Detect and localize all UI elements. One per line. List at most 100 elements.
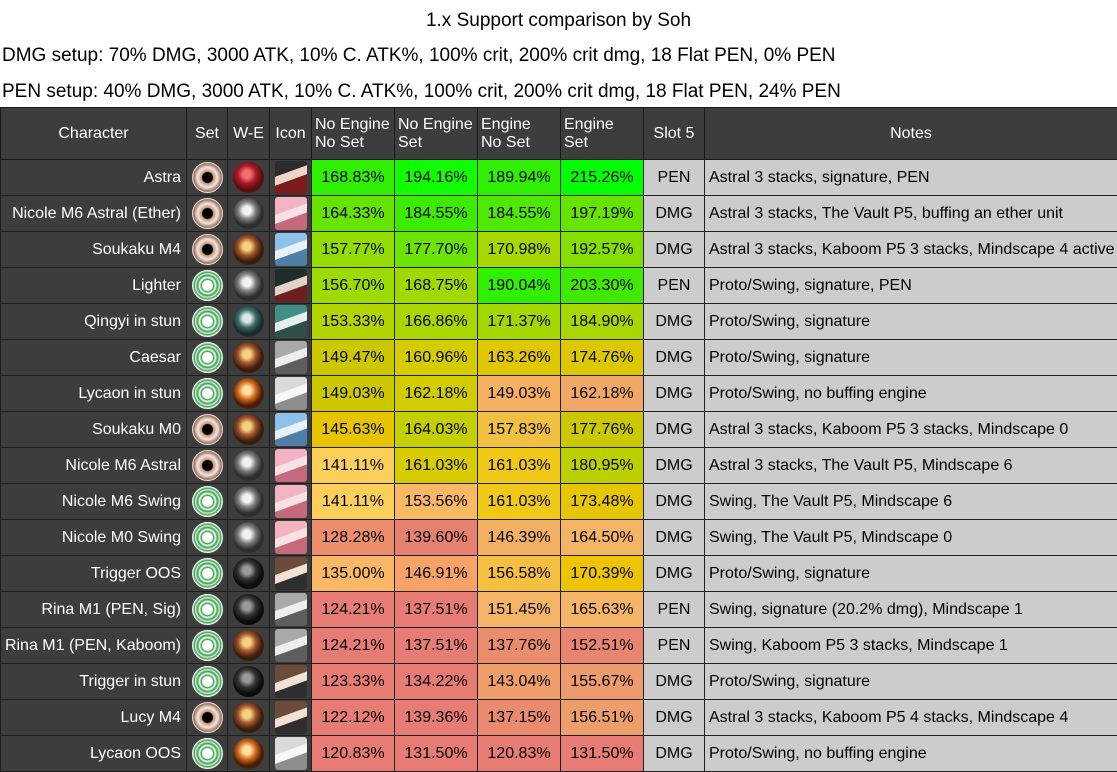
notes-value: Astral 3 stacks, Kaboom P5 3 stacks, Min… xyxy=(705,232,1117,268)
portrait-cell xyxy=(270,484,312,520)
engine-set-value: 180.95% xyxy=(561,448,644,484)
orange-w-engine-icon xyxy=(233,738,264,769)
notes-value: Swing, signature (20.2% dmg), Mindscape … xyxy=(705,592,1117,628)
set-cell xyxy=(187,484,228,520)
character-name: Trigger OOS xyxy=(1,556,187,592)
proto-set-icon xyxy=(192,342,223,373)
proto-set-icon xyxy=(192,270,223,301)
engine-no-set-value: 156.58% xyxy=(478,556,561,592)
engine-no-set-value: 120.83% xyxy=(478,736,561,772)
no-engine-no-set-value: 141.11% xyxy=(312,448,395,484)
character-name: Nicole M6 Astral (Ether) xyxy=(1,196,187,232)
set-cell xyxy=(187,376,228,412)
notes-value: Astral 3 stacks, The Vault P5, Mindscape… xyxy=(705,448,1117,484)
engine-no-set-value: 184.55% xyxy=(478,196,561,232)
engine-set-value: 155.67% xyxy=(561,664,644,700)
slot5-value: DMG xyxy=(644,340,705,376)
no-engine-no-set-value: 149.47% xyxy=(312,340,395,376)
orange-w-engine-icon xyxy=(233,378,264,409)
dark-w-engine-icon xyxy=(233,558,264,589)
portrait-cell xyxy=(270,232,312,268)
engine-set-value: 184.90% xyxy=(561,304,644,340)
w-engine-cell xyxy=(228,412,270,448)
portrait-cell xyxy=(270,268,312,304)
notes-value: Astral 3 stacks, Kaboom P5 3 stacks, Min… xyxy=(705,412,1117,448)
proto-set-icon xyxy=(192,630,223,661)
no-engine-set-value: 168.75% xyxy=(395,268,478,304)
no-engine-set-value: 194.16% xyxy=(395,160,478,196)
no-engine-set-value: 184.55% xyxy=(395,196,478,232)
astral-set-icon xyxy=(192,414,223,445)
col-header-set[interactable]: Set xyxy=(187,108,228,160)
character-name: Soukaku M0 xyxy=(1,412,187,448)
w-engine-cell xyxy=(228,160,270,196)
set-cell xyxy=(187,340,228,376)
set-cell xyxy=(187,664,228,700)
col-header-slot5[interactable]: Slot 5 xyxy=(644,108,705,160)
col-header-character[interactable]: Character xyxy=(1,108,187,160)
rina-portrait-icon xyxy=(275,629,307,662)
engine-no-set-value: 161.03% xyxy=(478,484,561,520)
no-engine-no-set-value: 164.33% xyxy=(312,196,395,232)
character-name: Lycaon OOS xyxy=(1,736,187,772)
set-cell xyxy=(187,628,228,664)
table-row: Rina M1 (PEN, Sig)124.21%137.51%151.45%1… xyxy=(1,592,1117,628)
set-cell xyxy=(187,448,228,484)
w-engine-cell xyxy=(228,700,270,736)
w-engine-cell xyxy=(228,628,270,664)
no-engine-no-set-value: 123.33% xyxy=(312,664,395,700)
engine-set-value: 164.50% xyxy=(561,520,644,556)
no-engine-no-set-value: 135.00% xyxy=(312,556,395,592)
proto-set-icon xyxy=(192,486,223,517)
page-title: 1.x Support comparison by Soh xyxy=(0,10,1117,32)
set-cell xyxy=(187,520,228,556)
portrait-cell xyxy=(270,556,312,592)
engine-no-set-value: 189.94% xyxy=(478,160,561,196)
notes-value: Astral 3 stacks, signature, PEN xyxy=(705,160,1117,196)
brown-w-engine-icon xyxy=(233,630,264,661)
character-name: Lycaon in stun xyxy=(1,376,187,412)
engine-set-value: 174.76% xyxy=(561,340,644,376)
astral-set-icon xyxy=(192,450,223,481)
slot5-value: DMG xyxy=(644,664,705,700)
character-name: Soukaku M4 xyxy=(1,232,187,268)
slot5-value: DMG xyxy=(644,520,705,556)
table-row: Rina M1 (PEN, Kaboom)124.21%137.51%137.7… xyxy=(1,628,1117,664)
no-engine-set-value: 137.51% xyxy=(395,592,478,628)
w-engine-cell xyxy=(228,736,270,772)
portrait-cell xyxy=(270,700,312,736)
brown-w-engine-icon xyxy=(233,234,264,265)
portrait-cell xyxy=(270,376,312,412)
notes-value: Proto/Swing, no buffing engine xyxy=(705,736,1117,772)
portrait-cell xyxy=(270,736,312,772)
slot5-value: PEN xyxy=(644,628,705,664)
grey-w-engine-icon xyxy=(233,450,264,481)
col-header-notes[interactable]: Notes xyxy=(705,108,1117,160)
no-engine-set-value: 134.22% xyxy=(395,664,478,700)
character-name: Astra xyxy=(1,160,187,196)
set-cell xyxy=(187,304,228,340)
w-engine-cell xyxy=(228,232,270,268)
slot5-value: DMG xyxy=(644,232,705,268)
engine-set-value: 131.50% xyxy=(561,736,644,772)
slot5-value: DMG xyxy=(644,700,705,736)
slot5-value: DMG xyxy=(644,376,705,412)
engine-no-set-value: 157.83% xyxy=(478,412,561,448)
col-header-icon[interactable]: Icon xyxy=(270,108,312,160)
grey-w-engine-icon xyxy=(233,198,264,229)
character-name: Lucy M4 xyxy=(1,700,187,736)
no-engine-no-set-value: 156.70% xyxy=(312,268,395,304)
notes-value: Swing, The Vault P5, Mindscape 0 xyxy=(705,520,1117,556)
notes-value: Proto/Swing, signature xyxy=(705,556,1117,592)
col-header-we[interactable]: W-E xyxy=(228,108,270,160)
